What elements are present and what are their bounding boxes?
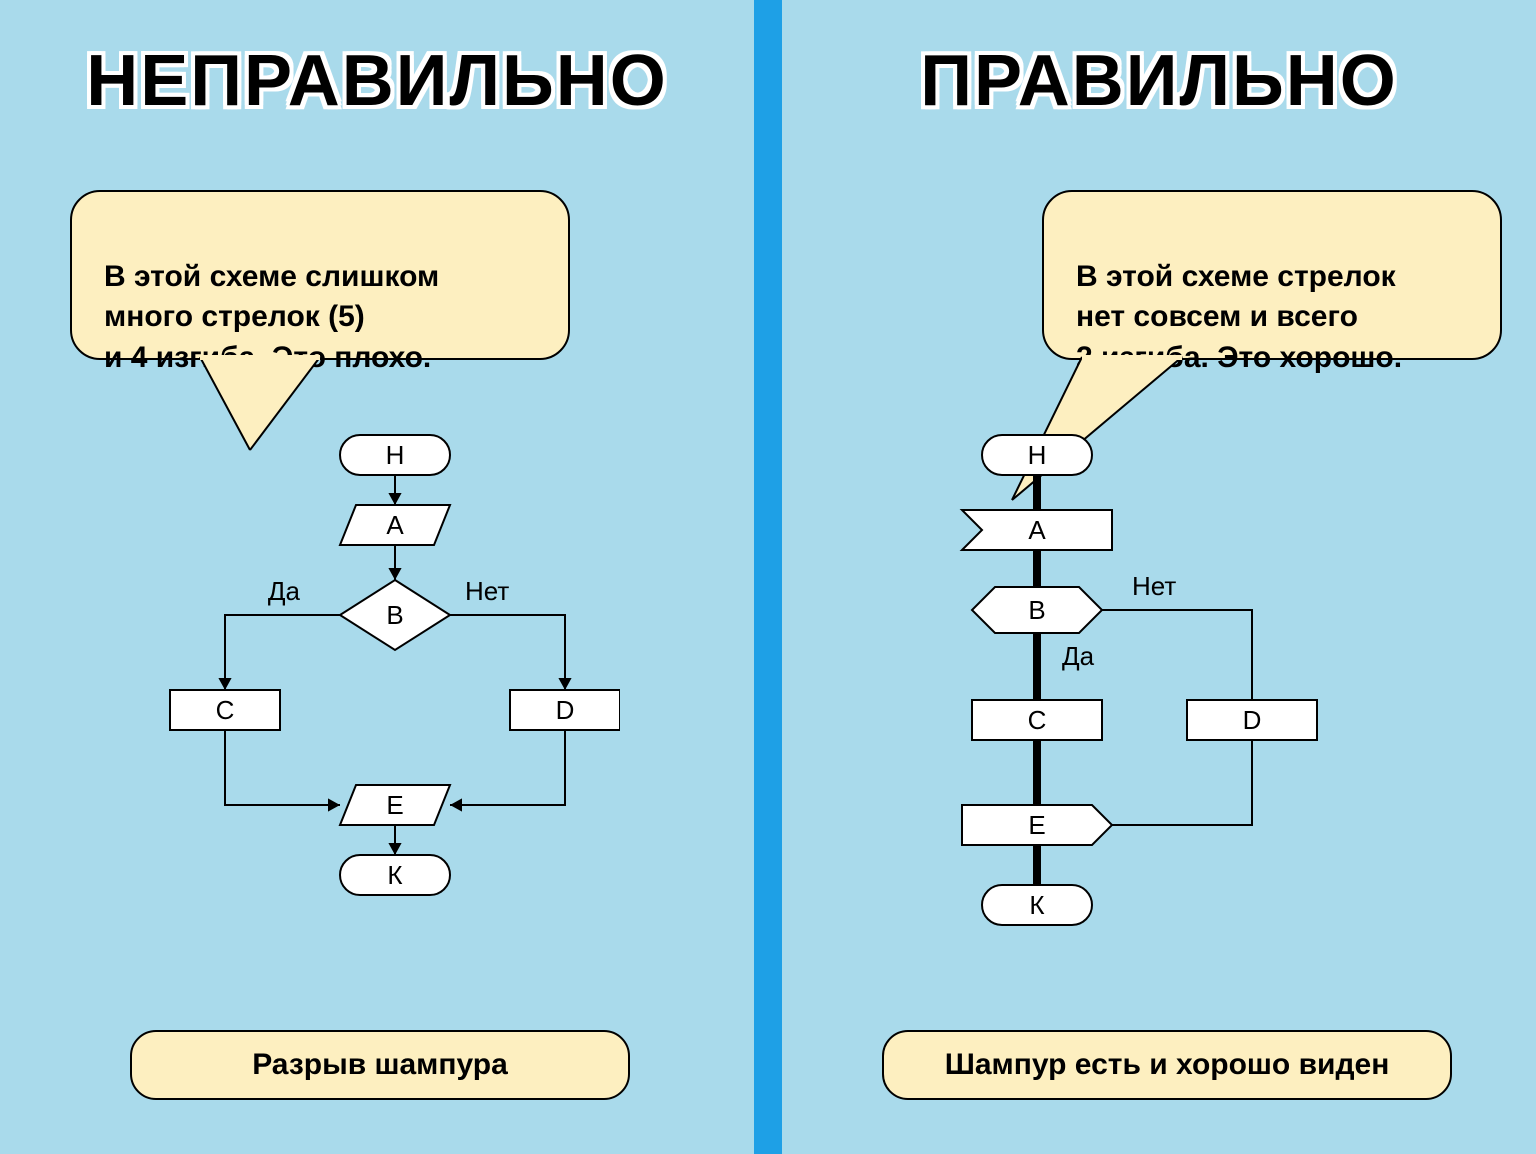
svg-text:Нет: Нет — [1132, 571, 1176, 601]
svg-text:А: А — [386, 510, 404, 540]
flowchart-correct: Нет Да Н А В С D Е К — [852, 430, 1412, 950]
svg-text:D: D — [556, 695, 575, 725]
caption-wrong: Разрыв шампура — [130, 1030, 630, 1100]
svg-text:Е: Е — [1028, 810, 1045, 840]
svg-text:К: К — [387, 860, 402, 890]
divider — [754, 0, 782, 1154]
caption-wrong-text: Разрыв шампура — [252, 1048, 508, 1082]
svg-text:Да: Да — [1062, 641, 1095, 671]
svg-text:А: А — [1028, 515, 1046, 545]
svg-text:D: D — [1243, 705, 1262, 735]
svg-text:В: В — [386, 600, 403, 630]
svg-text:С: С — [1028, 705, 1047, 735]
svg-text:Н: Н — [386, 440, 405, 470]
caption-correct-text: Шампур есть и хорошо виден — [945, 1048, 1390, 1082]
svg-text:С: С — [216, 695, 235, 725]
svg-text:В: В — [1028, 595, 1045, 625]
caption-correct: Шампур есть и хорошо виден — [882, 1030, 1452, 1100]
page: НЕПРАВИЛЬНО В этой схеме слишком много с… — [0, 0, 1536, 1154]
svg-text:Нет: Нет — [465, 576, 509, 606]
svg-text:Да: Да — [268, 576, 301, 606]
flowchart-wrong: Да Нет Н А В С D Е К — [120, 430, 620, 950]
svg-text:К: К — [1029, 890, 1044, 920]
svg-text:Н: Н — [1028, 440, 1047, 470]
svg-text:Е: Е — [386, 790, 403, 820]
